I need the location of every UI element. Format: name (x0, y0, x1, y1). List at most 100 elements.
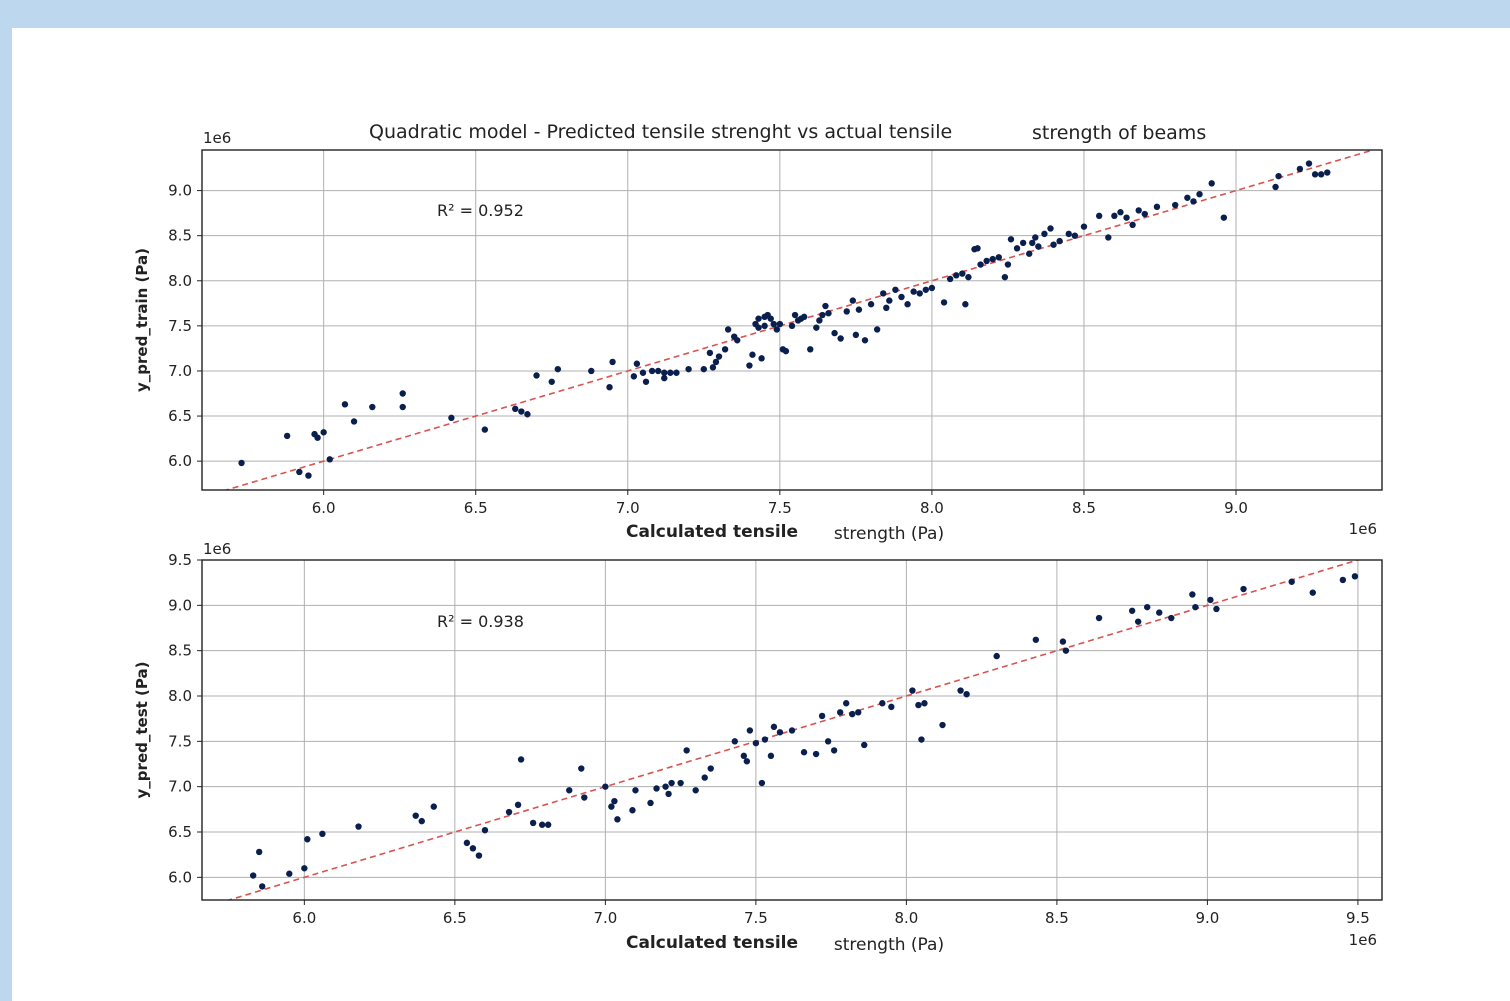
data-point (879, 700, 886, 707)
y-tick-label: 6.5 (168, 407, 192, 425)
data-point (743, 758, 751, 765)
y-tick-label: 9.0 (168, 596, 192, 614)
data-point (653, 785, 660, 792)
data-point (721, 346, 729, 353)
data-point (928, 284, 936, 292)
data-point (800, 313, 808, 321)
data-point (412, 812, 419, 819)
data-point (481, 826, 489, 834)
data-point (824, 738, 832, 745)
figure-canvas: 6.0 6.5 7.0 7.5 8.0 8.5 9.0 6.0 6.5 7.0 7.5 8.0 8.5 9… (133, 121, 1383, 955)
data-point (1351, 573, 1359, 580)
data-point (1141, 210, 1148, 218)
data-point (1305, 160, 1313, 167)
data-point (709, 364, 717, 371)
x-axis-label-part1: Calculated tensile (626, 933, 798, 953)
data-point (707, 765, 714, 772)
data-point (761, 736, 769, 743)
x-tick-label: 8.0 (894, 909, 918, 927)
data-point (1275, 172, 1282, 180)
data-point (326, 456, 333, 463)
data-point (609, 358, 616, 366)
data-point (463, 839, 471, 847)
x-tick-label: 8.5 (1072, 499, 1096, 517)
x-tick-label: 8.0 (920, 499, 944, 517)
data-point (548, 378, 555, 385)
data-point (255, 848, 263, 856)
data-point (910, 288, 917, 295)
data-point (654, 367, 662, 375)
data-point (314, 434, 321, 441)
data-point (1029, 239, 1036, 247)
data-point (1156, 609, 1163, 616)
data-point (677, 779, 684, 787)
y-tick-label: 9.0 (168, 182, 192, 200)
data-point (1026, 250, 1033, 257)
scatter-panel-1: 6.0 6.5 7.0 7.5 8.0 8.5 9.0 6.0 6.5 7.0 7.5 8.0 8.5 9… (133, 121, 1383, 544)
data-point (852, 331, 860, 339)
data-point (1032, 234, 1039, 241)
data-point (861, 337, 869, 344)
data-point (1272, 183, 1279, 191)
x-axis-label-part2: strength (Pa) (834, 935, 944, 955)
data-point (1213, 605, 1220, 613)
data-point (588, 367, 595, 375)
data-point (788, 727, 796, 734)
data-point (1184, 194, 1191, 201)
data-point (249, 872, 257, 879)
data-point (758, 779, 766, 787)
data-point (259, 883, 266, 890)
data-point (341, 401, 349, 408)
r-squared-annotation: R² = 0.952 (437, 201, 524, 220)
data-point (606, 383, 613, 391)
data-point (918, 736, 925, 743)
data-point (701, 774, 708, 781)
data-point (648, 367, 656, 375)
x-tick-label: 6.0 (292, 909, 316, 927)
data-point (724, 326, 732, 333)
data-point (369, 403, 376, 411)
data-point (734, 337, 741, 344)
data-point (843, 308, 850, 315)
y-tick-label: 6.0 (168, 452, 192, 470)
data-point (800, 749, 808, 756)
data-point (673, 369, 680, 376)
data-point (921, 700, 928, 707)
data-point (608, 803, 615, 810)
y-tick-label: 8.5 (168, 642, 192, 660)
data-point (831, 329, 838, 337)
data-point (822, 302, 829, 310)
data-point (749, 351, 756, 358)
y-offset-label: 1e6 (203, 129, 231, 147)
data-point (1032, 636, 1040, 643)
y-tick-label: 7.5 (168, 317, 192, 335)
data-point (1240, 585, 1247, 593)
data-point (1339, 576, 1347, 584)
data-point (665, 790, 672, 798)
data-point (518, 408, 525, 415)
data-point (1080, 223, 1088, 230)
data-point (731, 738, 739, 745)
data-point (939, 721, 946, 729)
y-tick-label: 6.5 (168, 823, 192, 841)
x-tick-label: 8.5 (1045, 909, 1069, 927)
data-point (989, 255, 996, 263)
data-point (740, 752, 748, 760)
data-point (1207, 596, 1214, 604)
data-point (1050, 241, 1057, 248)
data-point (514, 801, 522, 808)
data-point (1065, 230, 1072, 238)
data-point (1134, 618, 1142, 625)
data-point (418, 817, 425, 825)
data-point (1105, 234, 1112, 241)
chart-title-part2: strength of beams (1032, 122, 1206, 144)
data-point (957, 687, 964, 694)
data-point (965, 273, 972, 281)
x-tick-label: 6.5 (464, 499, 488, 517)
y-tick-label: 8.0 (168, 687, 192, 705)
data-point (767, 752, 775, 760)
data-point (812, 750, 820, 758)
scatter-panel-2: 6.0 6.5 7.0 7.5 8.0 8.5 9.0 9.5 6.0 6.5 7.0 7.5 8.0 8… (133, 540, 1383, 955)
data-point (837, 335, 844, 342)
x-tick-label: 7.0 (593, 909, 617, 927)
